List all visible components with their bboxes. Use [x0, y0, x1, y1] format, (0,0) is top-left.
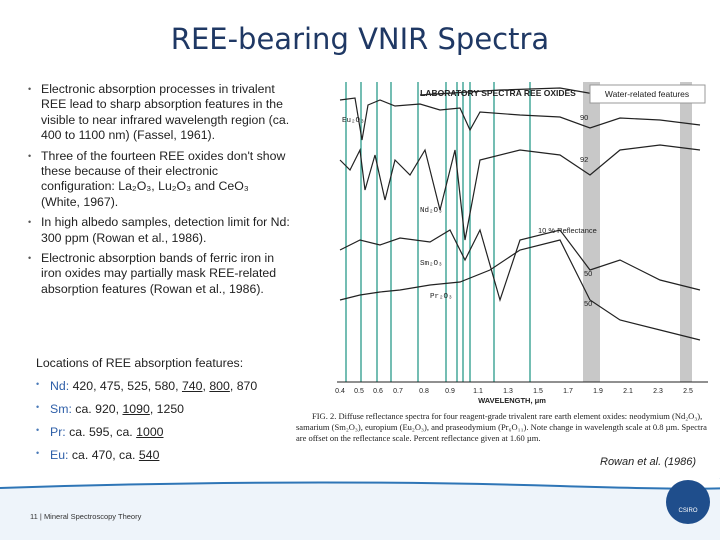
figure-caption: FIG. 2. Diffuse reflectance spectra for …	[296, 411, 707, 443]
x-tick-label: 1.5	[533, 388, 543, 395]
footer-text: Mineral Spectroscopy Theory	[43, 512, 142, 521]
x-tick-label: 0.6	[373, 388, 383, 395]
reflectance-label: 50	[584, 269, 592, 278]
wavelengths: 1090	[122, 402, 150, 416]
x-axis-label: WAVELENGTH, μm	[478, 396, 546, 405]
wavelengths: 740	[181, 379, 203, 393]
reflectance-label: 50	[584, 299, 592, 308]
x-tick-label: 2.3	[653, 388, 663, 395]
location-item: Pr: ca. 595, ca. 1000	[36, 425, 257, 448]
curve-label: Nd₂O₃	[420, 207, 443, 215]
wavelengths: 540	[138, 448, 160, 462]
spectra-curves	[339, 87, 701, 341]
logo-text: CSIRO	[678, 508, 697, 514]
element-label: Sm:	[50, 402, 72, 416]
element-label: Nd:	[50, 379, 70, 393]
x-tick-label: 0.9	[445, 388, 455, 395]
bullet-list: Electronic absorption processes in triva…	[28, 82, 290, 302]
wavelengths: , 870	[229, 379, 258, 393]
absorption-lines	[345, 82, 531, 382]
water-band	[583, 82, 600, 382]
x-tick-label: 0.5	[354, 388, 364, 395]
x-tick-label: 2.5	[683, 388, 693, 395]
x-tick-label: 1.1	[473, 388, 483, 395]
reflectance-label: 90	[580, 113, 588, 122]
locations-heading: Locations of REE absorption features:	[36, 356, 244, 370]
location-item: Eu: ca. 470, ca. 540	[36, 448, 257, 471]
csiro-logo	[666, 480, 710, 524]
wavelengths: 420, 475, 525, 580,	[72, 379, 182, 393]
page-number: 11	[30, 512, 38, 521]
x-tick-label: 1.7	[563, 388, 573, 395]
x-tick-label: 1.3	[503, 388, 513, 395]
locations-list: Nd: 420, 475, 525, 580, 740, 800, 870Sm:…	[36, 379, 257, 471]
water-label: Water-related features	[605, 89, 689, 99]
figure-credit: Rowan et al. (1986)	[600, 456, 696, 468]
bullet: Electronic absorption processes in triva…	[28, 82, 290, 144]
x-tick-label: 1.9	[593, 388, 603, 395]
element-label: Pr:	[50, 425, 66, 439]
reflectance-label: 92	[580, 155, 588, 164]
slide-title: REE-bearing VNIR Spectra	[170, 22, 550, 56]
separator: |	[39, 512, 42, 521]
location-item: Nd: 420, 475, 525, 580, 740, 800, 870	[36, 379, 257, 402]
bullet: In high albedo samples, detection limit …	[28, 215, 290, 246]
footer: 11 | Mineral Spectroscopy Theory	[30, 512, 141, 521]
x-tick-label: 0.4	[335, 388, 345, 395]
wavelengths: 800	[209, 379, 230, 393]
bullet: Electronic absorption bands of ferric ir…	[28, 251, 290, 297]
wavelengths: ,	[202, 379, 210, 393]
wavelengths: ca. 595, ca.	[69, 425, 137, 439]
scale-label: 10 % Reflectance	[538, 226, 597, 235]
curve-label: Sm₂O₃	[420, 260, 443, 268]
x-tick-label: 0.8	[419, 388, 429, 395]
figure-frame	[337, 82, 708, 382]
footer-band	[0, 478, 720, 540]
bullet: Three of the fourteen REE oxides don't s…	[28, 149, 290, 211]
figure-title: LABORATORY SPECTRA REE OXIDES	[420, 88, 576, 98]
water-label-box	[589, 84, 706, 104]
x-tick-label: 0.7	[393, 388, 403, 395]
curve-label: Pr₂O₃	[430, 293, 453, 301]
wavelengths: ca. 470, ca.	[71, 448, 139, 462]
wavelengths: , 1250	[149, 402, 185, 416]
x-tick-label: 2.1	[623, 388, 633, 395]
location-item: Sm: ca. 920, 1090, 1250	[36, 402, 257, 425]
curve-label: Eu₂O₃	[342, 117, 365, 125]
water-band	[680, 82, 692, 382]
wavelengths: 1000	[136, 425, 164, 439]
wavelengths: ca. 920,	[75, 402, 123, 416]
element-label: Eu:	[50, 448, 69, 462]
footer-swoosh	[0, 478, 720, 490]
